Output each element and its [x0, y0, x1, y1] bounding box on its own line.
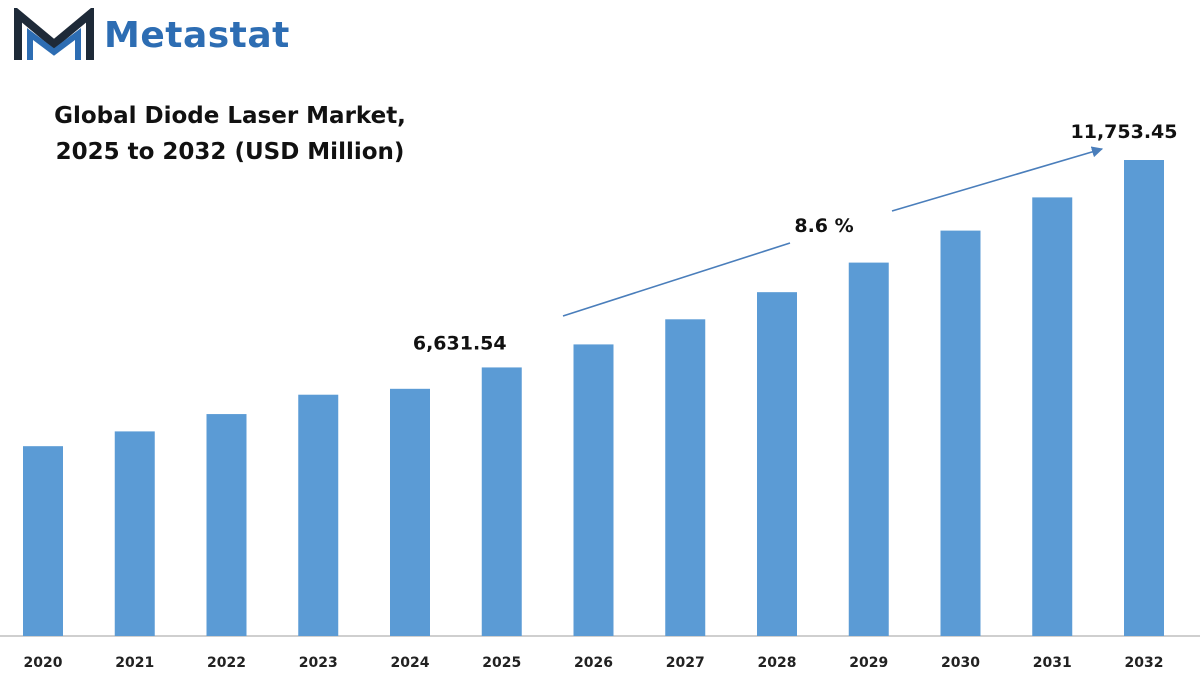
bar-2031	[1032, 197, 1073, 637]
cagr-label: 8.6 %	[794, 215, 853, 237]
bar-2030	[940, 230, 981, 636]
cagr-arrow-segment-2	[891, 146, 1104, 212]
x-tick-label-2020: 2020	[24, 655, 63, 671]
chart-title: Global Diode Laser Market, 2025 to 2032 …	[40, 98, 420, 170]
bar-2032	[1124, 160, 1164, 636]
bar-2021	[114, 431, 155, 636]
x-tick-label-2024: 2024	[391, 655, 430, 671]
x-tick-label-2026: 2026	[574, 655, 613, 671]
x-tick-label-2022: 2022	[207, 655, 246, 671]
x-tick-label-2023: 2023	[299, 655, 338, 671]
bar-2027	[665, 319, 706, 636]
bar-2025	[481, 367, 522, 636]
bar-2028	[757, 292, 797, 636]
x-tick-label-2021: 2021	[115, 655, 154, 671]
brand-name: Metastat	[104, 15, 290, 56]
bar-2026	[573, 344, 614, 636]
x-tick-label-2027: 2027	[666, 655, 705, 671]
data-label-2025: 6,631.54	[413, 332, 507, 354]
data-label-2032: 11,753.45	[1071, 121, 1178, 143]
x-tick-label-2029: 2029	[849, 655, 888, 671]
chart-title-line-2: 2025 to 2032 (USD Million)	[55, 139, 405, 165]
x-tick-label-2030: 2030	[941, 655, 980, 671]
bar-2020	[23, 446, 63, 636]
bar-2022	[206, 414, 247, 636]
bar-2024	[390, 388, 430, 636]
brand-logo: Metastat	[14, 8, 290, 64]
metastat-m-icon	[14, 8, 94, 60]
chart-title-line-1: Global Diode Laser Market,	[54, 103, 406, 129]
x-tick-label-2031: 2031	[1033, 655, 1072, 671]
x-tick-label-2032: 2032	[1125, 655, 1164, 671]
cagr-arrow-segment-1	[562, 242, 791, 317]
bar-2029	[848, 262, 889, 636]
bar-2023	[298, 394, 339, 636]
x-tick-label-2028: 2028	[758, 655, 797, 671]
x-tick-label-2025: 2025	[482, 655, 521, 671]
